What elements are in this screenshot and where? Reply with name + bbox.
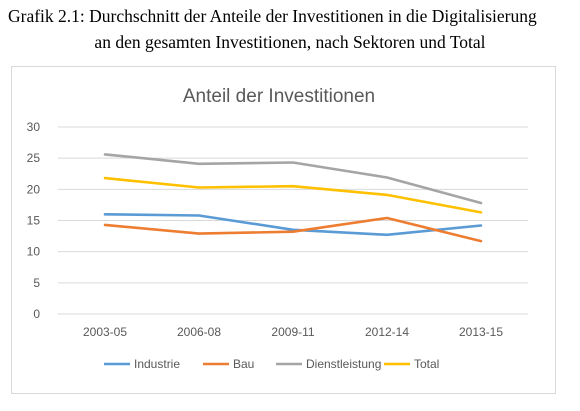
caption-line-1: Grafik 2.1: Durchschnitt der Anteile der… bbox=[8, 6, 537, 26]
x-tick-label: 2013-15 bbox=[459, 325, 503, 339]
series-line-dienstleistung bbox=[103, 153, 483, 205]
chart-frame bbox=[11, 66, 556, 394]
y-tick-label: 0 bbox=[33, 307, 40, 321]
x-axis: 2003-05 2006-08 2009-11 2012-14 2013-15 bbox=[83, 325, 503, 339]
legend: Industrie Bau Dienstleistung Total bbox=[104, 357, 439, 371]
legend-label: Total bbox=[414, 357, 439, 371]
legend-label: Industrie bbox=[134, 357, 180, 371]
series-line-total bbox=[103, 176, 483, 214]
y-tick-label: 20 bbox=[27, 182, 41, 196]
x-tick-label: 2006-08 bbox=[177, 325, 221, 339]
legend-item-bau: Bau bbox=[203, 357, 254, 371]
legend-label: Bau bbox=[233, 357, 254, 371]
grid-lines bbox=[58, 126, 528, 315]
x-tick-label: 2012-14 bbox=[365, 325, 409, 339]
y-axis: 0 5 10 15 20 25 30 bbox=[27, 120, 41, 321]
y-tick-label: 10 bbox=[27, 245, 41, 259]
x-tick-label: 2009-11 bbox=[271, 325, 314, 339]
y-tick-label: 15 bbox=[27, 214, 41, 228]
y-tick-label: 5 bbox=[33, 276, 40, 290]
legend-item-total: Total bbox=[384, 357, 439, 371]
series-lines bbox=[103, 153, 483, 243]
series-line-industrie bbox=[103, 213, 483, 237]
legend-item-industrie: Industrie bbox=[104, 357, 180, 371]
chart-title: Anteil der Investitionen bbox=[183, 86, 375, 107]
y-tick-label: 25 bbox=[27, 151, 41, 165]
caption-line-2: an den gesamten Investitionen, nach Sekt… bbox=[94, 32, 486, 52]
legend-item-dienstleistung: Dienstleistung bbox=[276, 357, 381, 371]
x-tick-label: 2003-05 bbox=[83, 325, 127, 339]
series-line-bau bbox=[103, 216, 483, 243]
y-tick-label: 30 bbox=[27, 120, 41, 134]
legend-label: Dienstleistung bbox=[306, 357, 381, 371]
